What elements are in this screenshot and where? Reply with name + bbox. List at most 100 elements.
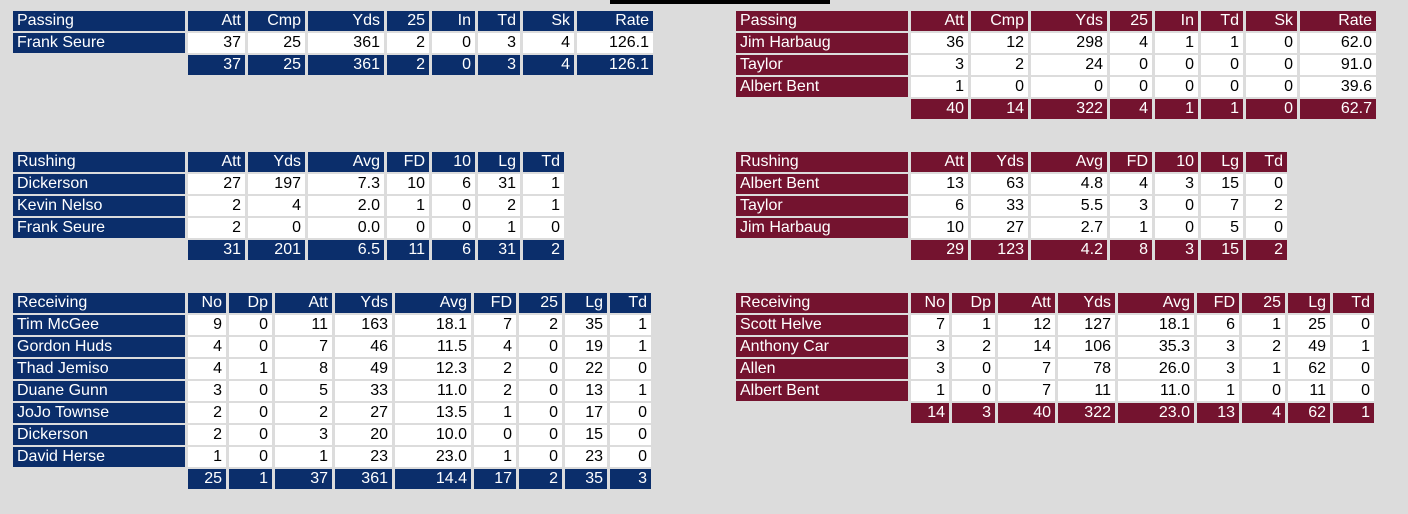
stat-cell: 1 [387, 196, 429, 216]
stat-cell: 10 [387, 174, 429, 194]
stat-cell: 1 [1333, 337, 1374, 357]
column-header: 10 [432, 152, 475, 172]
stat-cell: 126.1 [577, 33, 653, 53]
stat-cell: 2 [188, 218, 245, 238]
column-header: 25 [1242, 293, 1285, 313]
totals-row: 40 14 322 4 1 1 0 62.7 [736, 99, 1376, 119]
totals-row: 37 25 361 2 0 3 4 126.1 [13, 55, 653, 75]
column-header: 25 [1110, 11, 1152, 31]
section-title: Rushing [13, 152, 185, 172]
totals-row: 25 1 37 361 14.4 17 2 35 3 [13, 469, 651, 489]
stat-cell: 6 [911, 196, 968, 216]
stat-cell: 1 [1110, 218, 1152, 238]
stat-cell: 10.0 [395, 425, 471, 445]
stat-cell: 2 [188, 425, 226, 445]
header-row: Passing Att Cmp Yds 25 In Td Sk Rate [13, 11, 653, 31]
stat-cell: 2 [275, 403, 332, 423]
player-row: Dickerson 27 197 7.3 10 6 31 1 [13, 174, 564, 194]
player-name: Albert Bent [736, 381, 908, 401]
stat-cell: 7 [474, 315, 516, 335]
column-header: Rate [577, 11, 653, 31]
stat-cell: 31 [478, 174, 520, 194]
column-header: Td [610, 293, 651, 313]
player-row: Albert Bent 1 0 7 11 11.0 1 0 11 0 [736, 381, 1374, 401]
player-row: Anthony Car 3 2 14 106 35.3 3 2 49 1 [736, 337, 1374, 357]
stat-cell: 0 [229, 403, 272, 423]
stat-cell: 0 [1333, 315, 1374, 335]
player-name: Albert Bent [736, 77, 908, 97]
total-cell: 62.7 [1300, 99, 1376, 119]
player-row: Jim Harbaug 36 12 298 4 1 1 0 62.0 [736, 33, 1376, 53]
player-row: Frank Seure 2 0 0.0 0 0 1 0 [13, 218, 564, 238]
total-cell: 3 [1155, 240, 1198, 260]
player-name: Scott Helve [736, 315, 908, 335]
total-cell: 1 [1201, 99, 1243, 119]
stat-cell: 0 [432, 196, 475, 216]
total-cell: 17 [474, 469, 516, 489]
stat-cell: 0 [1246, 55, 1297, 75]
column-header: Rate [1300, 11, 1376, 31]
stat-cell: 0 [952, 359, 995, 379]
total-cell: 126.1 [577, 55, 653, 75]
total-cell: 3 [952, 403, 995, 423]
player-row: Taylor 6 33 5.5 3 0 7 2 [736, 196, 1287, 216]
stat-cell: 3 [1155, 174, 1198, 194]
stat-cell: 18.1 [1118, 315, 1194, 335]
stat-cell: 0 [1201, 55, 1243, 75]
total-cell: 14 [911, 403, 949, 423]
total-cell: 322 [1031, 99, 1107, 119]
totals-spacer [736, 99, 908, 119]
stat-cell: 27 [971, 218, 1028, 238]
stat-cell: 15 [1201, 174, 1243, 194]
player-row: Allen 3 0 7 78 26.0 3 1 62 0 [736, 359, 1374, 379]
totals-spacer [736, 240, 908, 260]
stat-cell: 0 [523, 218, 564, 238]
total-cell: 6.5 [308, 240, 384, 260]
stat-cell: 1 [1242, 359, 1285, 379]
column-header: Avg [1118, 293, 1194, 313]
header-row: Passing Att Cmp Yds 25 In Td Sk Rate [736, 11, 1376, 31]
stat-cell: 2 [971, 55, 1028, 75]
total-cell: 13 [1197, 403, 1239, 423]
column-header: No [911, 293, 949, 313]
stat-cell: 1 [1201, 33, 1243, 53]
player-row: Jim Harbaug 10 27 2.7 1 0 5 0 [736, 218, 1287, 238]
stat-cell: 1 [229, 359, 272, 379]
column-header: 25 [519, 293, 562, 313]
player-name: Jim Harbaug [736, 33, 908, 53]
stat-cell: 13.5 [395, 403, 471, 423]
total-cell: 23.0 [1118, 403, 1194, 423]
player-name: Thad Jemiso [13, 359, 185, 379]
column-header: Lg [1288, 293, 1330, 313]
stat-cell: 0 [519, 359, 562, 379]
total-cell: 1 [1333, 403, 1374, 423]
stat-cell: 10 [911, 218, 968, 238]
column-header: Lg [565, 293, 607, 313]
player-name: Dickerson [13, 425, 185, 445]
total-cell: 6 [432, 240, 475, 260]
player-name: Frank Seure [13, 218, 185, 238]
player-name: JoJo Townse [13, 403, 185, 423]
away-passing-table: Passing Att Cmp Yds 25 In Td Sk Rate Jim Harbaug 3… [733, 9, 1379, 121]
stat-cell: 37 [188, 33, 245, 53]
section-title: Rushing [736, 152, 908, 172]
stat-cell: 1 [188, 447, 226, 467]
stat-cell: 18.1 [395, 315, 471, 335]
header-row: Rushing Att Yds Avg FD 10 Lg Td [13, 152, 564, 172]
stat-cell: 33 [971, 196, 1028, 216]
total-cell: 0 [432, 55, 475, 75]
stat-cell: 2 [188, 403, 226, 423]
stat-cell: 0 [1110, 77, 1152, 97]
section-title: Passing [13, 11, 185, 31]
stat-cell: 7 [1201, 196, 1243, 216]
total-cell: 0 [1246, 99, 1297, 119]
stat-cell: 2 [387, 33, 429, 53]
total-cell: 2 [519, 469, 562, 489]
column-header: Att [188, 152, 245, 172]
column-header: Td [1201, 11, 1243, 31]
stat-cell: 3 [478, 33, 520, 53]
total-cell: 361 [308, 55, 384, 75]
column-header: Td [1333, 293, 1374, 313]
stat-cell: 0 [610, 359, 651, 379]
column-header: Td [1246, 152, 1287, 172]
